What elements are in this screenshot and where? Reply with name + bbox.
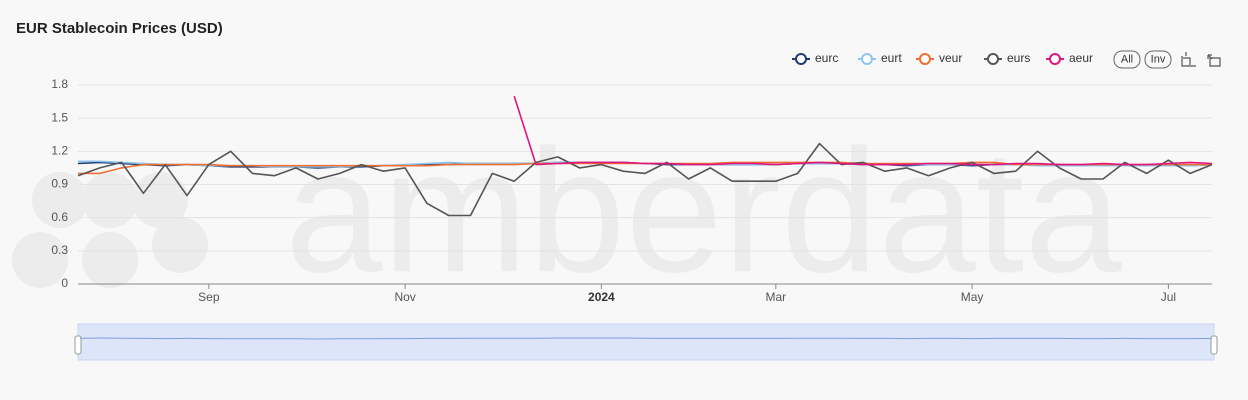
legend-marker	[795, 53, 807, 65]
y-tick-label: 0.6	[51, 210, 68, 224]
x-tick-label: Sep	[198, 290, 220, 304]
button-frame[interactable]	[1144, 50, 1172, 69]
legend-item[interactable]: veur	[916, 51, 962, 65]
y-tick-label: 1.2	[51, 144, 68, 158]
y-tick-label: 0	[61, 276, 68, 290]
navigator-handle[interactable]	[1210, 335, 1218, 355]
button-label[interactable]: All	[1121, 53, 1133, 65]
zoom-icon[interactable]	[1181, 52, 1196, 67]
legend-item[interactable]: eurc	[792, 51, 838, 65]
legend-label: aeur	[1069, 51, 1093, 65]
series-line	[513, 95, 1213, 166]
y-tick-label: 0.9	[51, 177, 68, 191]
y-tick-label: 1.5	[51, 110, 68, 124]
chart-title: EUR Stablecoin Prices (USD)	[16, 20, 223, 37]
series-line	[77, 142, 1213, 217]
navigator[interactable]	[77, 323, 1215, 361]
reset-icon[interactable]	[1207, 54, 1221, 67]
navigator-handle[interactable]	[74, 335, 82, 355]
y-tick-label: 0.3	[51, 243, 68, 257]
button-label[interactable]: Inv	[1151, 53, 1166, 65]
legend-marker	[861, 53, 873, 65]
legend-label: eurc	[815, 51, 838, 65]
button-frame[interactable]	[1113, 50, 1141, 69]
legend-item[interactable]: eurt	[858, 51, 902, 65]
x-tick-label: Jul	[1161, 290, 1176, 304]
legend-item[interactable]: aeur	[1046, 51, 1093, 65]
legend-marker	[987, 53, 999, 65]
watermark-logo	[12, 172, 208, 288]
legend-label: veur	[939, 51, 962, 65]
legend-label: eurt	[881, 51, 902, 65]
x-tick-label: 2024	[588, 290, 615, 304]
legend-marker	[919, 53, 931, 65]
legend-item[interactable]: eurs	[984, 51, 1030, 65]
navigator-series	[79, 337, 1213, 340]
zoom-icons[interactable]	[1181, 52, 1221, 67]
button[interactable]: Inv	[1144, 50, 1172, 69]
plot-area: 0 0.3 0.6 0.9 1.2 1.5 1.8 Sep Nov 2024 Mar May Jul	[51, 77, 1213, 304]
x-tick-label: Mar	[766, 290, 787, 304]
x-tick-label: May	[961, 290, 984, 304]
legend-label: eurs	[1007, 51, 1030, 65]
y-tick-label: 1.8	[51, 77, 68, 91]
x-tick-label: Nov	[394, 290, 415, 304]
watermark: amberdata	[285, 114, 1122, 309]
button[interactable]: All	[1113, 50, 1141, 69]
legend-marker	[1049, 53, 1061, 65]
